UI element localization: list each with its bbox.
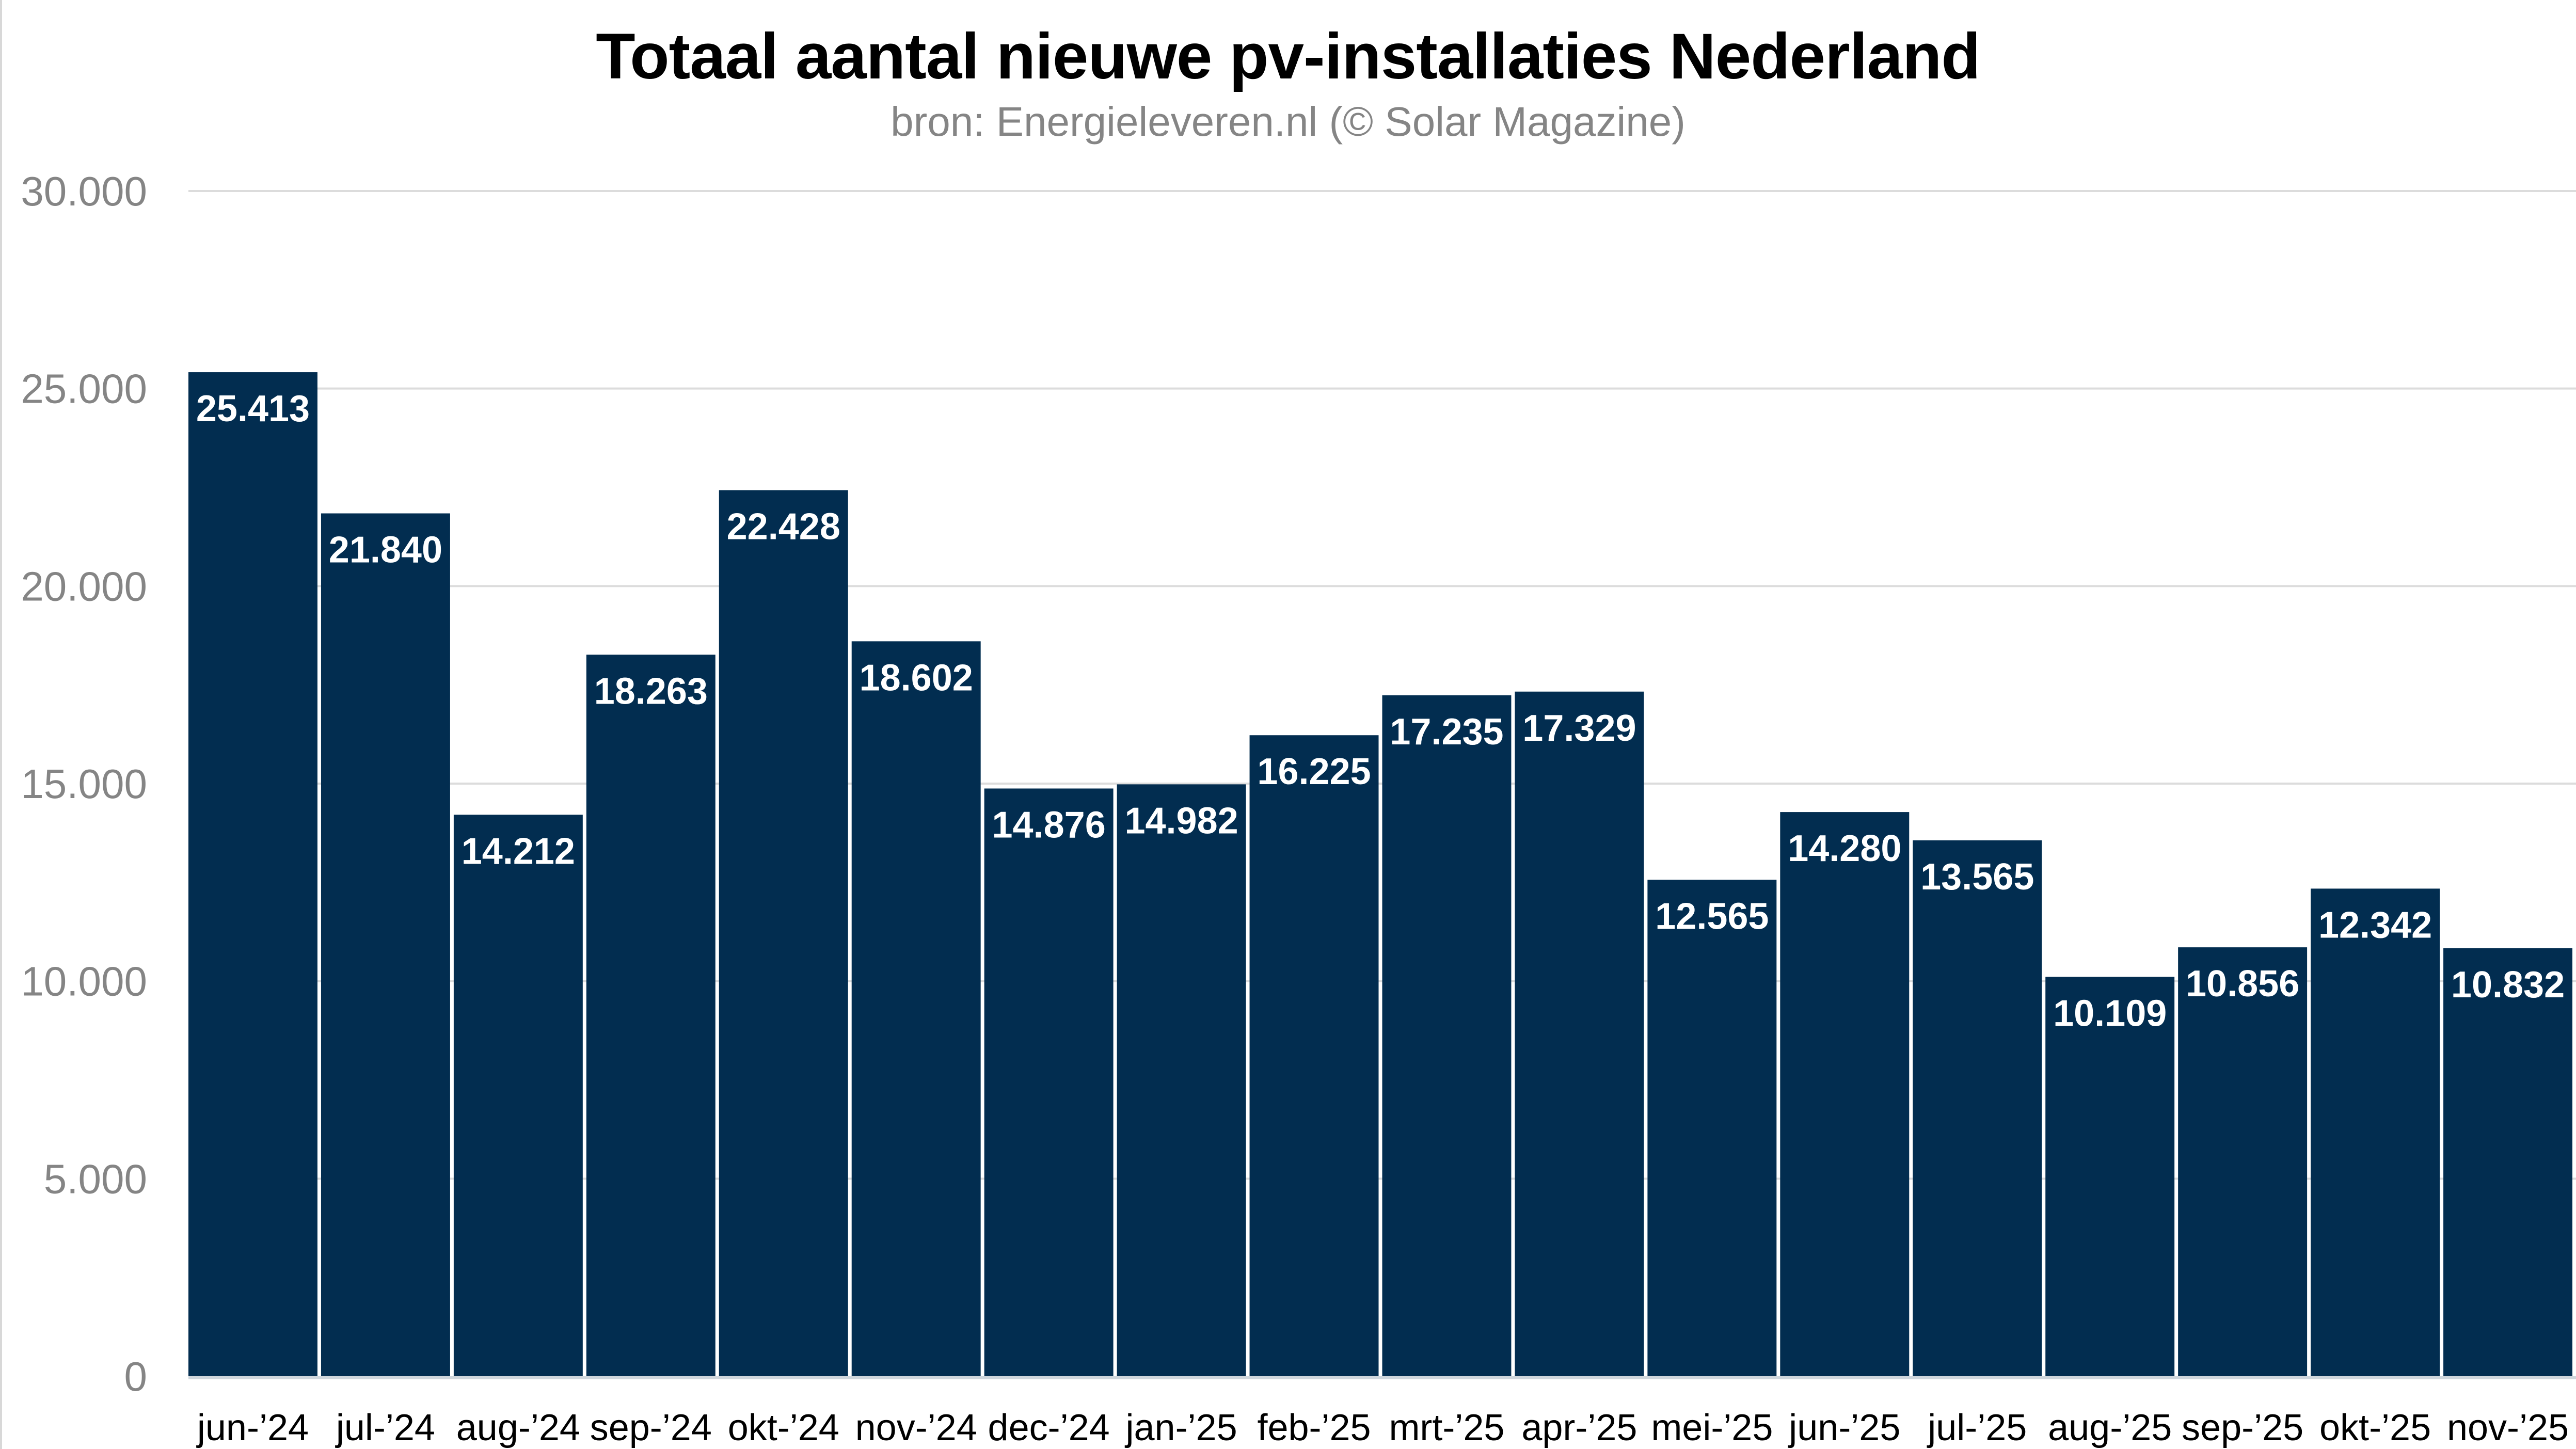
data-label: 21.840 (329, 530, 442, 571)
x-tick-label: aug-’25 (2048, 1407, 2172, 1448)
y-tick-label: 25.000 (21, 366, 147, 412)
data-label: 18.602 (860, 657, 973, 698)
data-label: 13.565 (1920, 856, 2034, 898)
x-tick-label: sep-’24 (590, 1407, 712, 1448)
bar (1647, 880, 1777, 1376)
left-border (0, 0, 2, 1449)
bar (851, 641, 981, 1376)
bar (453, 815, 583, 1376)
data-label: 12.565 (1655, 896, 1769, 937)
y-axis: 0 5.000 10.000 15.000 20.000 25.000 30.000 (21, 168, 147, 1399)
x-tick-label: jul-’25 (1927, 1407, 2027, 1448)
x-tick-label: okt-’24 (728, 1407, 839, 1448)
data-label: 17.329 (1522, 708, 1636, 749)
bar (321, 513, 450, 1377)
bar (984, 788, 1114, 1376)
bar (1780, 812, 1910, 1376)
data-label: 10.856 (2186, 963, 2299, 1005)
x-tick-label: mrt-’25 (1389, 1407, 1504, 1448)
bar (2045, 977, 2175, 1376)
x-tick-label: mei-’25 (1651, 1407, 1773, 1448)
bar (1382, 695, 1512, 1376)
bar (1515, 691, 1644, 1376)
data-label: 16.225 (1257, 751, 1371, 792)
x-tick-label: apr-’25 (1521, 1407, 1637, 1448)
x-tick-label: nov-’24 (855, 1407, 977, 1448)
data-label: 14.982 (1124, 800, 1238, 841)
y-tick-label: 5.000 (44, 1156, 147, 1202)
data-label: 10.109 (2053, 993, 2167, 1034)
x-axis: jun-’24 jul-’24 aug-’24 sep-’24 okt-’24 nov-’… (188, 1376, 2576, 1448)
bar (2178, 947, 2308, 1376)
x-tick-label: jun-’25 (1788, 1407, 1900, 1448)
y-tick-label: 30.000 (21, 168, 147, 214)
bar (2443, 948, 2572, 1376)
x-tick-label: dec-’24 (988, 1407, 1110, 1448)
bar (1117, 784, 1246, 1376)
bars (188, 372, 2572, 1377)
x-tick-label: sep-’25 (2182, 1407, 2303, 1448)
data-label: 14.876 (992, 804, 1106, 846)
y-tick-label: 0 (124, 1354, 148, 1399)
data-label: 18.263 (594, 671, 708, 712)
y-tick-label: 10.000 (21, 959, 147, 1005)
bar (188, 372, 317, 1377)
y-tick-label: 15.000 (21, 761, 147, 807)
data-label: 10.832 (2451, 964, 2565, 1006)
bar (586, 655, 715, 1376)
data-label: 14.280 (1788, 828, 1901, 869)
chart-subtitle: bron: Energieleveren.nl (© Solar Magazin… (891, 99, 1685, 145)
x-tick-label: feb-’25 (1257, 1407, 1371, 1448)
data-label: 17.235 (1390, 711, 1503, 753)
bar (2311, 888, 2440, 1376)
bar (1249, 735, 1379, 1376)
x-tick-label: aug-’24 (456, 1407, 580, 1448)
bar (1913, 840, 2042, 1376)
x-tick-label: jul-’24 (335, 1407, 435, 1448)
data-label: 14.212 (462, 831, 575, 872)
data-label: 22.428 (727, 506, 840, 548)
data-label: 25.413 (196, 388, 310, 429)
x-tick-label: jun-’24 (196, 1407, 309, 1448)
data-labels: 25.413 21.840 14.212 18.263 22.428 18.602 14.8… (196, 388, 2565, 1034)
chart-title: Totaal aantal nieuwe pv-installaties Ned… (596, 21, 1981, 92)
bar (719, 490, 848, 1376)
x-tick-label: okt-’25 (2319, 1407, 2431, 1448)
data-label: 12.342 (2318, 904, 2432, 946)
y-tick-label: 20.000 (21, 563, 147, 609)
x-tick-label: nov-’25 (2447, 1407, 2569, 1448)
x-tick-label: jan-’25 (1125, 1407, 1237, 1448)
